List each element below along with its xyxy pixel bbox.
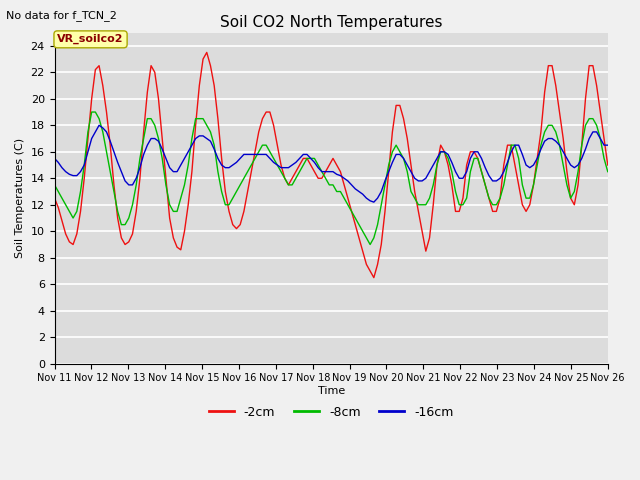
Title: Soil CO2 North Temperatures: Soil CO2 North Temperatures (220, 15, 442, 30)
X-axis label: Time: Time (317, 386, 345, 396)
Y-axis label: Soil Temperatures (C): Soil Temperatures (C) (15, 138, 25, 258)
Text: VR_soilco2: VR_soilco2 (58, 34, 124, 45)
Text: No data for f_TCN_2: No data for f_TCN_2 (6, 10, 117, 21)
Legend: -2cm, -8cm, -16cm: -2cm, -8cm, -16cm (204, 401, 459, 424)
